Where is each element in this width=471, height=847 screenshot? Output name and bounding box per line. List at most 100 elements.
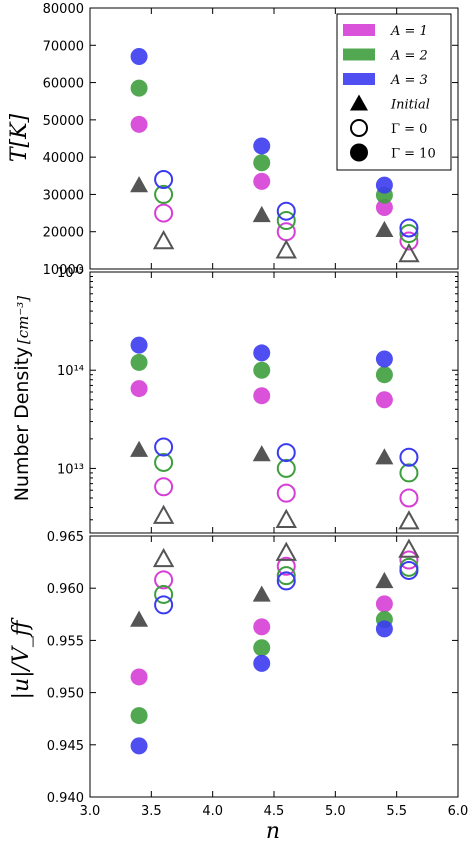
x-tick-label: 6.0: [448, 804, 469, 819]
y-tick-label: 10¹⁵: [57, 266, 84, 281]
data-point: [130, 668, 148, 686]
data-point: [154, 570, 174, 590]
y-tick-label: 0.955: [47, 634, 84, 649]
velocity-axis-label: |u|/V_ff: [9, 617, 34, 699]
velocity-ratio-panel: 0.940 0.945 0.950 0.955 0.960 0.965 3.0 3.5 4.0 4…: [47, 530, 469, 819]
data-point: [152, 547, 175, 568]
data-point: [253, 361, 271, 379]
legend-label: A = 1: [390, 24, 428, 39]
data-point: [375, 198, 393, 216]
data-point: [399, 550, 419, 570]
data-point: [130, 610, 149, 627]
y-tick-label: 60000: [43, 77, 84, 92]
x-tick-label: 5.5: [386, 804, 407, 819]
data-point: [130, 353, 148, 371]
legend-patch: [343, 73, 375, 85]
x-tick-label: 3.0: [80, 804, 101, 819]
legend-marker: [350, 94, 368, 111]
data-point: [130, 176, 149, 193]
data-point: [276, 556, 296, 576]
y-tick-label: 40000: [43, 151, 84, 166]
data-point: [276, 211, 296, 231]
data-point: [154, 170, 174, 190]
data-point: [375, 176, 393, 194]
data-point: [276, 458, 296, 478]
legend: A = 1 A = 2 A = 3 Initial Γ = 0 Γ = 10: [336, 13, 452, 171]
plot-frame: [89, 271, 459, 534]
x-tick-label: 3.5: [141, 804, 162, 819]
data-point: [276, 566, 296, 586]
data-point: [399, 224, 419, 244]
data-point: [154, 203, 174, 223]
legend-marker: [350, 119, 368, 137]
data-point: [375, 366, 393, 384]
y-tick-label: 70000: [43, 39, 84, 54]
number-density-axis-unit: [cm⁻³]: [14, 296, 32, 344]
y-tick-label: 10000: [43, 263, 84, 278]
data-point: [275, 239, 297, 259]
data-point: [154, 595, 174, 615]
data-point: [399, 231, 419, 251]
legend-label: Γ = 10: [391, 147, 436, 162]
y-tick-label: 0.960: [47, 582, 84, 597]
number-density-axis-label: Number Density [cm⁻³]: [11, 296, 33, 502]
data-point: [152, 229, 175, 250]
y-tick-label: 10¹³: [57, 462, 84, 477]
temperature-axis-label: T[K]: [7, 113, 32, 162]
y-tick-label: 0.945: [47, 739, 84, 754]
data-point: [275, 541, 297, 561]
data-point: [154, 584, 174, 604]
data-point: [276, 201, 296, 221]
data-point: [252, 585, 271, 602]
data-point: [253, 618, 271, 636]
legend-patch: [343, 24, 375, 36]
number-density-axis-text: Number Density: [11, 347, 33, 502]
data-point: [252, 445, 271, 462]
data-point: [398, 510, 420, 530]
data-point: [252, 205, 271, 223]
data-point: [399, 447, 419, 467]
data-point: [154, 477, 174, 497]
data-point: [253, 137, 271, 155]
data-point: [130, 47, 148, 65]
data-point: [130, 707, 148, 725]
data-point: [152, 504, 175, 524]
legend-box: [336, 13, 452, 171]
data-point: [130, 115, 148, 133]
data-point: [276, 443, 296, 463]
data-point: [399, 218, 419, 238]
data-point: [130, 380, 148, 398]
legend-patch: [343, 48, 375, 61]
data-point: [154, 437, 174, 457]
data-point: [375, 220, 394, 238]
data-point: [253, 172, 271, 190]
x-tick-label: 5.0: [325, 804, 346, 819]
data-point: [375, 571, 394, 589]
data-point: [253, 639, 271, 657]
data-point: [399, 463, 419, 483]
legend-label: A = 3: [390, 73, 428, 88]
data-point: [276, 571, 296, 591]
data-point: [276, 483, 296, 503]
temperature-panel: 10000 20000 30000 40000 50000 60000 70000 80000: [43, 2, 459, 278]
data-point: [253, 387, 271, 405]
legend-label: A = 2: [390, 49, 428, 64]
n-axis-label: n: [266, 819, 280, 844]
x-tick-label: 4.0: [202, 804, 223, 819]
y-tick-label: 80000: [43, 2, 84, 17]
data-point: [130, 440, 149, 457]
data-point: [375, 391, 393, 409]
data-point: [275, 508, 297, 528]
data-point: [375, 620, 393, 638]
data-point: [253, 154, 271, 172]
data-point: [375, 350, 393, 368]
data-point: [130, 737, 148, 755]
y-tick-label: 0.940: [47, 791, 84, 806]
number-density-panel: 10¹³ 10¹⁴ 10¹⁵: [57, 266, 459, 534]
y-tick-label: 10¹⁴: [57, 364, 84, 379]
legend-label: Initial: [390, 98, 430, 113]
data-point: [253, 344, 271, 362]
data-point: [399, 488, 419, 508]
y-tick-label: 30000: [43, 188, 84, 203]
